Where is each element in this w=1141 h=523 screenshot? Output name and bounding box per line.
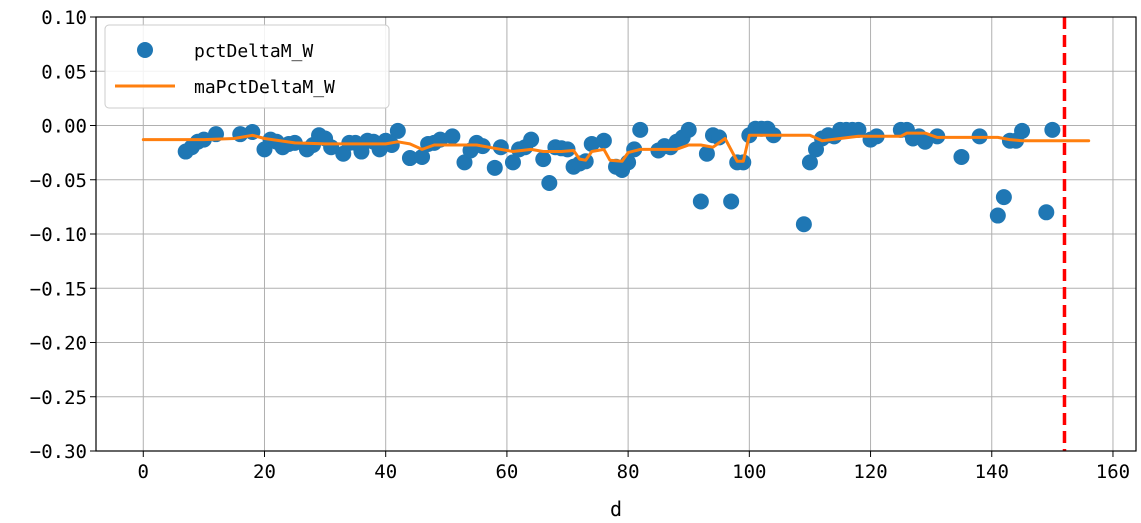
scatter-point [389,122,406,139]
legend-box [104,24,390,109]
legend-label-line: maPctDeltaM_W [194,77,335,98]
x-tick-label: 60 [495,461,518,483]
legend: pctDeltaM_W maPctDeltaM_W [104,24,390,109]
scatter-point [632,121,649,138]
y-tick-label: −0.25 [30,387,87,409]
scatter-point [995,189,1012,206]
y-tick-label: −0.10 [30,224,87,246]
scatter-point [414,148,431,165]
scatter-point [444,128,461,145]
x-tick-label: 0 [138,461,149,483]
scatter-point [917,133,934,150]
scatter-point [692,193,709,210]
scatter-point [1044,121,1061,138]
y-tick-label: −0.30 [30,441,87,463]
moving-average-line [141,131,1091,163]
y-tick-label: −0.05 [30,170,87,192]
scatter-point [535,151,552,168]
scatter-point [795,216,812,233]
legend-marker-scatter [137,42,153,58]
x-tick-label: 140 [975,461,1009,483]
y-tick-label: −0.20 [30,333,87,355]
scatter-point [1038,204,1055,221]
scatter-point [698,145,715,162]
scatter-point [953,148,970,165]
scatter-point [723,193,740,210]
scatter-point [1014,122,1031,139]
ticks: 0 20 40 60 80 100 120 140 160 0.10 0.05 0.00 −0.05 −0… [30,7,1130,483]
y-tick-label: −0.15 [30,278,87,300]
y-tick-label: 0.00 [41,116,87,138]
scatter-point [680,121,697,138]
x-tick-label: 80 [617,461,640,483]
scatter-point [801,154,818,171]
scatter-point [559,141,576,158]
scatter-point [541,175,558,192]
scatter-point [401,150,418,167]
x-tick-label: 160 [1096,461,1130,483]
plot-marks [141,17,1091,451]
y-tick-label: 0.10 [41,7,87,29]
scatter-point [456,154,473,171]
scatter-point [486,159,503,176]
scatter-point [583,135,600,152]
x-tick-label: 20 [253,461,276,483]
x-tick-label: 100 [732,461,766,483]
scatter-point [989,207,1006,224]
scatter-point [504,154,521,171]
x-axis-label: d [610,497,622,521]
scatter-point [850,121,867,138]
y-tick-label: 0.05 [41,61,87,83]
x-tick-label: 40 [374,461,397,483]
scatter-point [523,131,540,148]
scatter-point [595,132,612,149]
x-tick-label: 120 [853,461,887,483]
legend-label-scatter: pctDeltaM_W [194,41,313,62]
